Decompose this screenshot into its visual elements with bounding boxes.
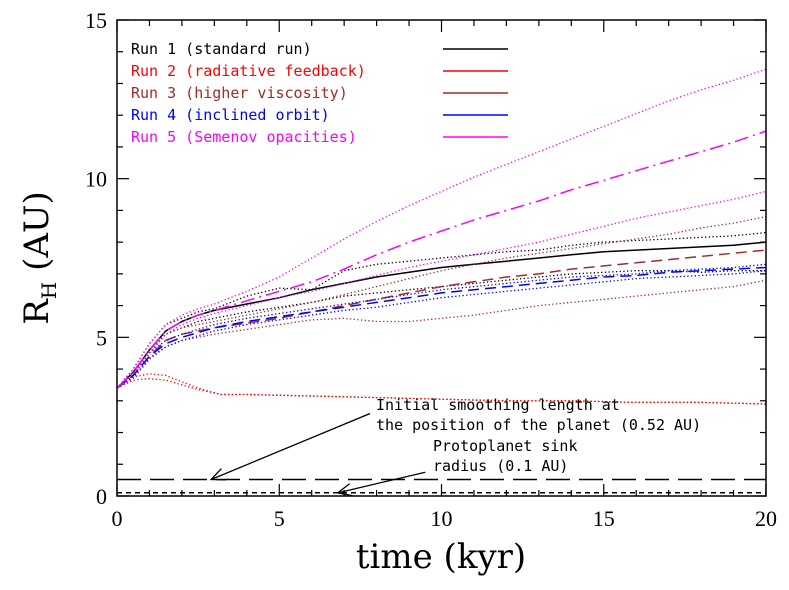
series-line-run1_upper (116, 231, 767, 389)
legend: Run 1 (standard run) Run 2 (radiative fee… (131, 40, 508, 146)
legend-label: Run 3 (higher viscosity) (131, 84, 348, 102)
legend-entry: Run 3 (higher viscosity) (131, 84, 508, 102)
series-line-run2_b (116, 377, 767, 405)
x-tick-label: 10 (431, 506, 453, 531)
y-tick-label: 10 (85, 167, 107, 192)
series-line-run3_lower (116, 279, 767, 389)
y-axis-title-subscript: H (37, 282, 61, 299)
x-tick-label: 15 (593, 506, 615, 531)
annotation-text: the position of the planet (0.52 AU) (376, 416, 701, 434)
series-line-run5_lower (116, 190, 767, 389)
annotation-text: Protoplanet sink (433, 437, 578, 455)
legend-entry: Run 2 (radiative feedback) (131, 62, 508, 80)
annotation-text: radius (0.1 AU) (433, 457, 568, 475)
y-axis-title: RH (AU) (17, 191, 61, 325)
legend-entry: Run 4 (inclined orbit) (131, 106, 508, 124)
y-axis-title-main: R (17, 298, 57, 325)
y-tick-label: 0 (96, 484, 107, 509)
y-axis-title-rest: (AU) (17, 191, 57, 282)
series-layer (116, 68, 767, 494)
y-tick-label: 5 (96, 325, 107, 350)
legend-label: Run 1 (standard run) (131, 40, 312, 58)
tick-labels: 0 5 10 15 20 0 5 10 15 (85, 8, 777, 531)
series-line-run3_upper (116, 216, 767, 389)
legend-label: Run 5 (Semenov opacities) (131, 128, 357, 146)
legend-label: Run 2 (radiative feedback) (131, 62, 366, 80)
series-line-run5_upper (116, 68, 767, 389)
annotation-arrow-shaft (210, 412, 371, 481)
series-line-run1 (116, 241, 767, 389)
annotation-text: Initial smoothing length at (376, 396, 620, 414)
x-tick-label: 0 (112, 506, 123, 531)
legend-label: Run 4 (inclined orbit) (131, 106, 330, 124)
y-tick-label: 15 (85, 8, 107, 33)
annotation: Protoplanet sink radius (0.1 AU) (336, 437, 578, 497)
series-line-run3 (116, 249, 767, 389)
legend-entry: Run 1 (standard run) (131, 40, 508, 58)
series-line-run4_upper (116, 263, 767, 389)
x-tick-label: 5 (274, 506, 285, 531)
annotation-arrow-shaft (337, 471, 426, 494)
series-line-run5 (116, 130, 767, 389)
x-tick-label: 20 (755, 506, 777, 531)
legend-entry: Run 5 (Semenov opacities) (131, 128, 508, 146)
series-line-run1_lower (116, 270, 766, 389)
annotations: Initial smoothing length at the position … (209, 396, 701, 497)
axes-layer (116, 19, 767, 497)
series-line-run4 (116, 266, 767, 389)
x-axis-title: time (kyr) (356, 537, 526, 577)
series-line-run4_lower (116, 270, 767, 389)
annotation-arrow-head (209, 468, 227, 481)
annotation: Initial smoothing length at the position … (209, 396, 701, 481)
annotation-arrow-head (336, 483, 353, 497)
